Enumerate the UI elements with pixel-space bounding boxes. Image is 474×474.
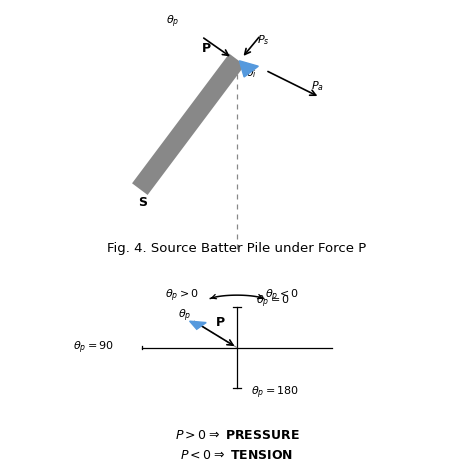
- Polygon shape: [239, 61, 258, 77]
- Text: $P_s$: $P_s$: [257, 34, 269, 47]
- Text: $P>0\Rightarrow$ $\mathbf{PRESSURE}$: $P>0\Rightarrow$ $\mathbf{PRESSURE}$: [174, 429, 300, 442]
- Text: $\theta_p=180$: $\theta_p=180$: [251, 384, 300, 401]
- Text: P: P: [201, 42, 211, 55]
- Text: $\theta_i$: $\theta_i$: [246, 66, 257, 80]
- Polygon shape: [190, 321, 206, 329]
- Text: $P_a$: $P_a$: [311, 80, 324, 93]
- Text: Fig. 4. Source Batter Pile under Force P: Fig. 4. Source Batter Pile under Force P: [108, 242, 366, 255]
- Text: $\theta_p$: $\theta_p$: [178, 308, 191, 324]
- Text: P: P: [216, 316, 225, 328]
- Text: $P<0\Rightarrow$ $\mathbf{TENSION}$: $P<0\Rightarrow$ $\mathbf{TENSION}$: [181, 449, 293, 462]
- Text: $\theta_p=90$: $\theta_p=90$: [73, 339, 114, 356]
- Text: $\theta_p<0$: $\theta_p<0$: [265, 287, 299, 304]
- Text: $\theta_p>0$: $\theta_p>0$: [165, 287, 200, 304]
- Text: $\theta_p$: $\theta_p$: [166, 13, 180, 30]
- Text: S: S: [138, 196, 146, 209]
- Text: $\theta_p=0$: $\theta_p=0$: [256, 293, 290, 310]
